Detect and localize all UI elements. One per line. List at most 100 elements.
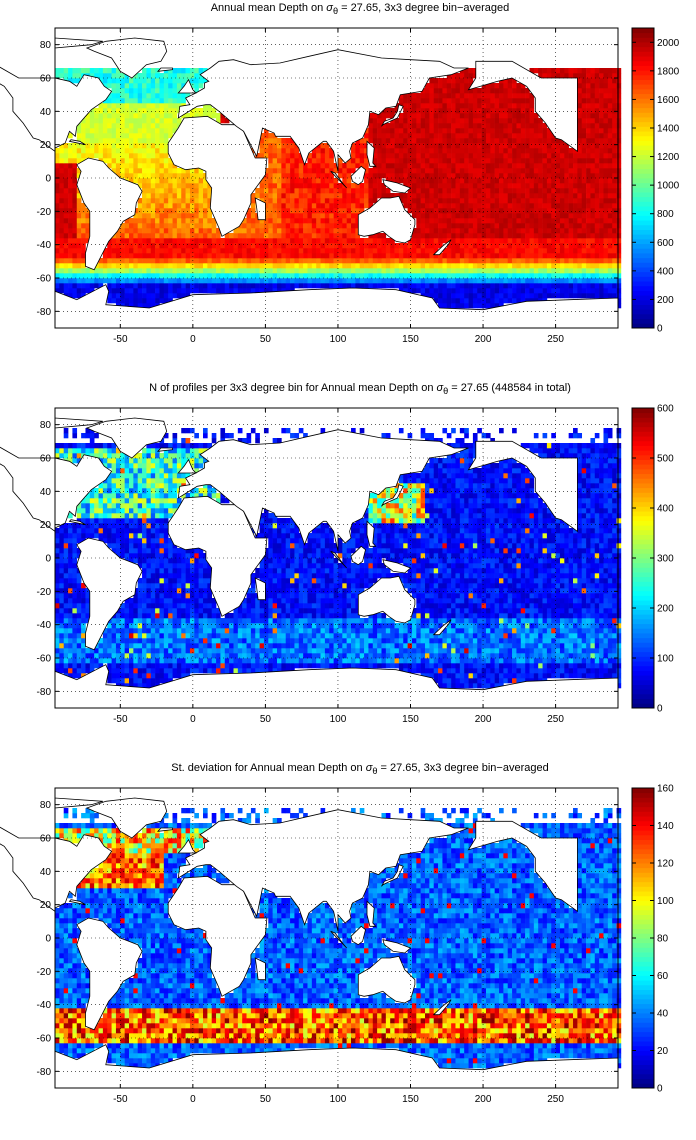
heatmap-cell bbox=[163, 663, 169, 669]
heatmap-cell bbox=[451, 128, 456, 134]
heatmap-cell bbox=[94, 153, 99, 159]
colorbar-step bbox=[632, 187, 654, 193]
heatmap-cell bbox=[255, 218, 260, 224]
heatmap-cell bbox=[425, 293, 430, 299]
heatmap-cell bbox=[377, 188, 382, 194]
heatmap-cell bbox=[564, 228, 569, 234]
heatmap-cell bbox=[564, 233, 569, 239]
heatmap-cell bbox=[377, 283, 382, 289]
heatmap-cell bbox=[481, 273, 487, 279]
heatmap-cell bbox=[594, 158, 600, 164]
heatmap-cell bbox=[94, 73, 99, 79]
heatmap-cell bbox=[63, 198, 69, 204]
heatmap-cell bbox=[176, 188, 182, 194]
heatmap-cell bbox=[407, 243, 413, 249]
heatmap-cell bbox=[616, 208, 622, 214]
heatmap-cell bbox=[111, 78, 117, 84]
heatmap-cell bbox=[368, 248, 374, 254]
heatmap-cell bbox=[468, 233, 474, 239]
heatmap-cell bbox=[303, 188, 308, 194]
heatmap-cell bbox=[455, 178, 461, 184]
heatmap-cell bbox=[464, 208, 469, 214]
heatmap-cell bbox=[255, 233, 260, 239]
heatmap-cell bbox=[612, 83, 617, 89]
heatmap-cell bbox=[115, 128, 121, 134]
heatmap-cell bbox=[516, 98, 522, 104]
heatmap-cell bbox=[76, 243, 82, 249]
heatmap-cell bbox=[599, 233, 604, 239]
heatmap-cell bbox=[355, 213, 361, 219]
heatmap-cell bbox=[220, 258, 226, 264]
heatmap-cell bbox=[337, 248, 343, 254]
colorbar-step bbox=[632, 60, 654, 66]
heatmap-cell bbox=[268, 238, 273, 244]
heatmap-cell bbox=[529, 98, 535, 104]
heatmap-cell bbox=[203, 188, 208, 194]
heatmap-cell bbox=[416, 198, 421, 204]
heatmap-cell bbox=[446, 298, 452, 304]
heatmap-cell bbox=[120, 268, 125, 274]
heatmap-cell bbox=[490, 683, 495, 689]
heatmap-cell bbox=[477, 93, 482, 99]
heatmap-cell bbox=[555, 243, 561, 249]
heatmap-cell bbox=[472, 218, 478, 224]
heatmap-cell bbox=[520, 208, 526, 214]
heatmap-cell bbox=[464, 98, 469, 104]
heatmap-cell bbox=[599, 158, 604, 164]
heatmap-cell bbox=[603, 113, 609, 119]
heatmap-cell bbox=[564, 668, 569, 674]
heatmap-cell bbox=[233, 278, 239, 284]
heatmap-cell bbox=[446, 243, 452, 249]
heatmap-cell bbox=[433, 88, 439, 94]
heatmap-cell bbox=[494, 158, 500, 164]
heatmap-cell bbox=[459, 118, 465, 124]
heatmap-cell bbox=[176, 183, 182, 189]
heatmap-cell bbox=[63, 153, 69, 159]
heatmap-cell bbox=[346, 183, 352, 189]
heatmap-cell bbox=[599, 153, 604, 159]
heatmap-cell bbox=[494, 93, 500, 99]
heatmap-cell bbox=[229, 663, 234, 669]
heatmap-cell bbox=[507, 198, 513, 204]
heatmap-cell bbox=[290, 143, 295, 149]
heatmap-cell bbox=[590, 183, 596, 189]
heatmap-cell bbox=[81, 223, 86, 229]
heatmap-cell bbox=[385, 663, 391, 669]
heatmap-cell bbox=[533, 198, 539, 204]
heatmap-cell bbox=[429, 203, 435, 209]
heatmap-cell bbox=[324, 223, 330, 229]
heatmap-cell bbox=[612, 78, 617, 84]
heatmap-cell bbox=[94, 123, 99, 129]
heatmap-cell bbox=[433, 678, 439, 684]
heatmap-cell bbox=[594, 78, 600, 84]
heatmap-cell bbox=[403, 253, 408, 259]
heatmap-cell bbox=[137, 243, 143, 249]
heatmap-cell bbox=[259, 273, 265, 279]
heatmap-cell bbox=[211, 243, 217, 249]
heatmap-cell bbox=[499, 248, 504, 254]
heatmap-cell bbox=[133, 93, 139, 99]
heatmap-cell bbox=[294, 173, 300, 179]
heatmap-cell bbox=[133, 103, 139, 109]
heatmap-cell bbox=[529, 253, 535, 259]
heatmap-cell bbox=[407, 118, 413, 124]
heatmap-cell bbox=[159, 88, 165, 94]
heatmap-cell bbox=[263, 663, 269, 669]
heatmap-cell bbox=[564, 273, 569, 279]
heatmap-cell bbox=[433, 218, 439, 224]
heatmap-cell bbox=[416, 113, 421, 119]
heatmap-cell bbox=[311, 233, 317, 239]
heatmap-cell bbox=[176, 668, 182, 674]
heatmap-cell bbox=[203, 208, 208, 214]
heatmap-cell bbox=[599, 88, 604, 94]
heatmap-cell bbox=[307, 158, 313, 164]
heatmap-cell bbox=[442, 128, 448, 134]
heatmap-cell bbox=[68, 208, 73, 214]
heatmap-cell bbox=[168, 198, 173, 204]
heatmap-cell bbox=[516, 208, 522, 214]
heatmap-cell bbox=[263, 153, 269, 159]
heatmap-cell bbox=[268, 188, 273, 194]
heatmap-cell bbox=[551, 143, 556, 149]
heatmap-cell bbox=[342, 178, 347, 184]
heatmap-cell bbox=[294, 188, 300, 194]
